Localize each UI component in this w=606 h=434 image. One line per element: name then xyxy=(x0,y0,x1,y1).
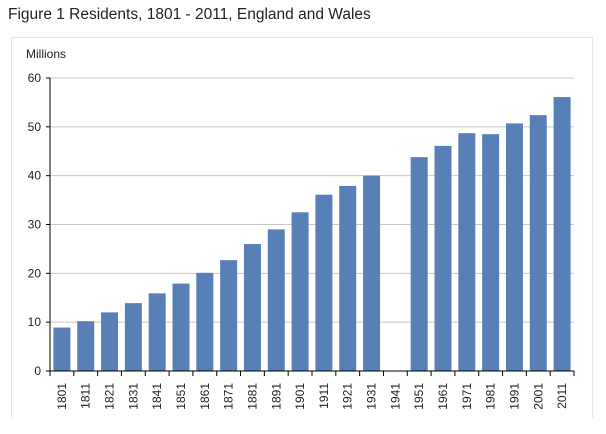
x-tick-label: 1881 xyxy=(245,383,259,410)
bar xyxy=(220,260,238,371)
y-tick-label: 40 xyxy=(28,169,42,183)
bar xyxy=(172,283,190,371)
bar xyxy=(77,321,95,371)
bar xyxy=(529,115,547,371)
bar xyxy=(410,157,428,371)
x-tick-label: 1811 xyxy=(79,383,93,409)
bar xyxy=(505,123,523,371)
bar xyxy=(53,327,71,371)
x-tick-label: 1951 xyxy=(412,383,426,410)
bar xyxy=(363,175,381,371)
bar xyxy=(482,134,500,371)
y-tick-label: 20 xyxy=(28,266,42,280)
chart-title: Figure 1 Residents, 1801 - 2011, England… xyxy=(8,6,371,23)
x-tick-label: 1801 xyxy=(55,383,69,410)
x-tick-label: 1861 xyxy=(198,383,212,410)
y-tick-label: 60 xyxy=(28,71,42,85)
x-tick-label: 1821 xyxy=(103,383,117,410)
x-tick-label: 1871 xyxy=(222,383,236,410)
x-tick-label: 1901 xyxy=(293,383,307,410)
bar xyxy=(291,212,309,371)
bar xyxy=(243,244,261,371)
bar xyxy=(458,133,476,371)
bar xyxy=(196,272,214,371)
y-tick-label: 30 xyxy=(28,218,42,232)
x-tick-label: 1831 xyxy=(126,383,140,410)
x-tick-label: 1841 xyxy=(150,383,164,410)
bar xyxy=(434,145,452,371)
bar xyxy=(101,312,119,371)
x-tick-label: 1961 xyxy=(436,383,450,410)
x-tick-label: 1981 xyxy=(484,383,498,410)
x-tick-label: 1921 xyxy=(341,383,355,410)
bar xyxy=(315,194,333,371)
bar xyxy=(148,293,166,371)
x-tick-label: 1851 xyxy=(174,383,188,410)
y-tick-label: 50 xyxy=(28,120,42,134)
x-tick-label: 1911 xyxy=(317,383,331,409)
chart-panel xyxy=(11,37,593,418)
x-tick-label: 1991 xyxy=(507,383,521,410)
bar xyxy=(267,229,285,371)
x-tick-label: 1971 xyxy=(460,383,474,410)
x-tick-label: 1931 xyxy=(365,383,379,410)
x-tick-label: 1891 xyxy=(269,383,283,410)
y-tick-label: 0 xyxy=(34,364,41,378)
x-tick-label: 2011 xyxy=(555,383,569,409)
x-tick-label: 2001 xyxy=(531,383,545,410)
y-axis-label: Millions xyxy=(26,47,66,61)
bar xyxy=(339,185,357,371)
bar xyxy=(553,97,571,372)
y-tick-label: 10 xyxy=(28,315,42,329)
x-tick-label: 1941 xyxy=(388,383,402,410)
bar xyxy=(124,303,142,371)
